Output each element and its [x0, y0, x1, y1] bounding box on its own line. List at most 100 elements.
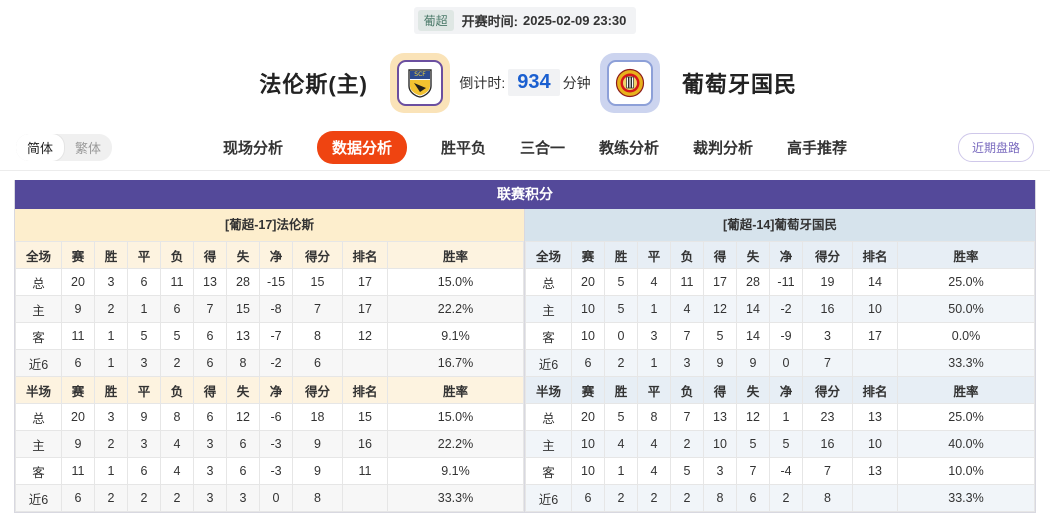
- table-cell: 2: [94, 430, 128, 458]
- table-header-row: 全场赛胜平负得失净得分 排名 胜率: [15, 241, 524, 269]
- language-toggle[interactable]: 简体 繁体: [16, 134, 113, 161]
- countdown: 倒计时: 934 分钟: [450, 69, 600, 96]
- column-header: 胜率: [387, 241, 524, 269]
- row-label: 客: [525, 457, 572, 485]
- league-standings-panel: 联赛积分 [葡超-17]法伦斯 全场赛胜平负得失净得分 排名 胜率总 20 3 6 11 13…: [14, 180, 1036, 513]
- countdown-unit: 分钟: [562, 74, 591, 91]
- table-cell: 11: [342, 457, 388, 485]
- table-cell: -11: [769, 268, 803, 296]
- table-row: 总 20 5 8 7 13 12 1 23 13 25.0%: [525, 403, 1035, 431]
- column-header: 赛: [571, 376, 605, 404]
- table-cell: 1: [637, 349, 671, 377]
- column-header: 半场: [525, 376, 572, 404]
- row-label: 主: [15, 430, 62, 458]
- table-cell: 7: [292, 295, 343, 323]
- column-header: 净: [259, 376, 293, 404]
- table-cell: 33.3%: [387, 484, 524, 512]
- column-header: 得: [703, 241, 737, 269]
- table-row: 近6 6 2 2 2 3 3 0 8 33.3%: [15, 484, 524, 512]
- table-cell: 0: [769, 349, 803, 377]
- table-cell: 0: [259, 484, 293, 512]
- main-navbar: 简体 繁体 现场分析 数据分析 胜平负 三合一 教练分析 裁判分析 高手推荐 近…: [0, 125, 1050, 171]
- table-cell: [342, 349, 388, 377]
- table-cell: 20: [571, 268, 605, 296]
- table-cell: 5: [736, 430, 770, 458]
- table-cell: 25.0%: [897, 403, 1035, 431]
- column-header: 平: [637, 241, 671, 269]
- tab-expert-picks[interactable]: 高手推荐: [787, 140, 848, 157]
- table-cell: 16: [342, 430, 388, 458]
- row-label: 总: [525, 403, 572, 431]
- table-cell: 6: [571, 484, 605, 512]
- table-cell: 6: [127, 268, 161, 296]
- table-cell: 2: [604, 349, 638, 377]
- table-row: 主 10 5 1 4 12 14 -2 16 10 50.0%: [525, 295, 1035, 323]
- table-cell: 33.3%: [897, 349, 1035, 377]
- table-cell: 9: [703, 349, 737, 377]
- row-label: 主: [15, 295, 62, 323]
- table-cell: 6: [193, 322, 227, 350]
- table-cell: 5: [703, 322, 737, 350]
- column-header: 全场: [15, 241, 62, 269]
- table-cell: 2: [769, 484, 803, 512]
- tab-three-in-one[interactable]: 三合一: [520, 140, 566, 157]
- column-header: 赛: [61, 241, 95, 269]
- table-cell: -15: [259, 268, 293, 296]
- lang-simplified-option[interactable]: 简体: [16, 134, 65, 161]
- row-label: 近6: [525, 484, 572, 512]
- countdown-value: 934: [508, 69, 560, 96]
- tab-live-analysis[interactable]: 现场分析: [222, 140, 283, 157]
- table-cell: 2: [127, 484, 161, 512]
- table-cell: 9: [61, 430, 95, 458]
- table-cell: 15.0%: [387, 403, 524, 431]
- recent-odds-button[interactable]: 近期盘路: [957, 133, 1034, 162]
- column-header: 得分: [292, 241, 343, 269]
- table-cell: 1: [94, 457, 128, 485]
- table-cell: 13: [703, 403, 737, 431]
- table-cell: 4: [670, 295, 704, 323]
- table-row: 主 9 2 1 6 7 15 -8 7 17 22.2%: [15, 295, 524, 323]
- table-cell: 9.1%: [387, 457, 524, 485]
- table-cell: 4: [637, 457, 671, 485]
- table-cell: 12: [342, 322, 388, 350]
- countdown-label: 倒计时:: [459, 74, 506, 91]
- table-cell: 7: [736, 457, 770, 485]
- tab-referee-analysis[interactable]: 裁判分析: [693, 140, 754, 157]
- table-cell: 12: [703, 295, 737, 323]
- table-cell: 6: [193, 403, 227, 431]
- table-cell: 3: [802, 322, 853, 350]
- table-cell: 20: [61, 403, 95, 431]
- lang-traditional-option[interactable]: 繁体: [75, 141, 102, 156]
- table-cell: 6: [736, 484, 770, 512]
- table-cell: 3: [94, 268, 128, 296]
- table-cell: 6: [160, 295, 194, 323]
- away-team[interactable]: 葡萄牙国民: [600, 52, 1020, 113]
- table-cell: 14: [736, 322, 770, 350]
- tab-data-analysis[interactable]: 数据分析: [316, 131, 407, 164]
- column-header: 排名: [342, 241, 388, 269]
- table-cell: 28: [226, 268, 260, 296]
- table-cell: 10.0%: [897, 457, 1035, 485]
- table-cell: 6: [193, 349, 227, 377]
- table-cell: -6: [259, 403, 293, 431]
- home-team[interactable]: 法伦斯(主) SCF: [30, 52, 450, 113]
- table-cell: 3: [193, 430, 227, 458]
- table-cell: 9: [736, 349, 770, 377]
- tab-coach-analysis[interactable]: 教练分析: [599, 140, 660, 157]
- home-team-name: 法伦斯(主): [259, 71, 368, 97]
- table-cell: [852, 349, 898, 377]
- table-cell: 6: [226, 457, 260, 485]
- table-cell: 25.0%: [897, 268, 1035, 296]
- table-cell: 40.0%: [897, 430, 1035, 458]
- row-label: 客: [525, 322, 572, 350]
- tab-win-draw-lose[interactable]: 胜平负: [440, 140, 486, 157]
- nav-tabs: 现场分析 数据分析 胜平负 三合一 教练分析 裁判分析 高手推荐: [112, 131, 958, 164]
- column-header: 负: [670, 241, 704, 269]
- table-cell: -9: [769, 322, 803, 350]
- row-label: 总: [525, 268, 572, 296]
- table-cell: 10: [571, 322, 605, 350]
- row-label: 客: [15, 322, 62, 350]
- table-cell: 12: [226, 403, 260, 431]
- table-cell: 4: [160, 457, 194, 485]
- column-header: 胜率: [897, 241, 1035, 269]
